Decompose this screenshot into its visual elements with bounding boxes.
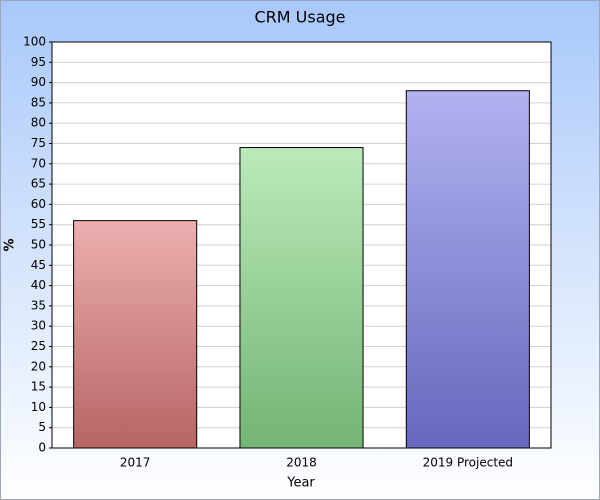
y-tick-label: 30	[31, 319, 46, 333]
y-tick-label: 35	[31, 298, 46, 312]
chart-title: CRM Usage	[254, 8, 345, 27]
y-tick-label: 90	[31, 75, 46, 89]
y-tick-label: 10	[31, 400, 46, 414]
y-tick-label: 70	[31, 156, 46, 170]
y-tick-label: 60	[31, 197, 46, 211]
plot-border	[51, 41, 552, 449]
bar	[405, 90, 530, 449]
x-tick-label: 2018	[286, 456, 317, 470]
y-tick-label: 85	[31, 95, 46, 109]
y-tick-label: 20	[31, 359, 46, 373]
y-tick-label: 25	[31, 339, 46, 353]
y-tick-label: 40	[31, 278, 46, 292]
y-tick-label: 55	[31, 217, 46, 231]
y-tick-label: 80	[31, 116, 46, 130]
y-tick-label: 75	[31, 136, 46, 150]
y-tick-label: 0	[38, 441, 46, 455]
y-tick-label: 45	[31, 258, 46, 272]
bar	[73, 220, 198, 449]
x-tick-label: 2017	[120, 456, 151, 470]
y-tick-label: 100	[23, 35, 46, 49]
y-tick-label: 65	[31, 177, 46, 191]
bar	[239, 147, 364, 449]
y-axis-title: %	[3, 238, 18, 251]
y-tick-label: 95	[31, 55, 46, 69]
y-tick-label: 50	[31, 238, 46, 252]
x-tick-label: 2019 Projected	[423, 456, 513, 470]
x-axis-title: Year	[286, 476, 315, 491]
y-tick-label: 5	[38, 420, 46, 434]
y-tick-label: 15	[31, 380, 46, 394]
